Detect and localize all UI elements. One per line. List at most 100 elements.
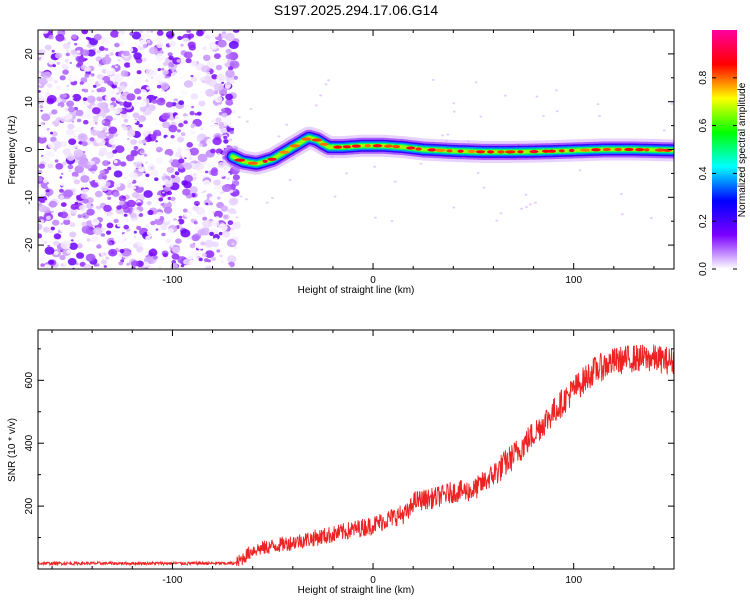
noise-speck (86, 238, 91, 242)
noise-speck (216, 263, 222, 268)
noise-speck (146, 39, 151, 44)
noise-speck (191, 60, 198, 66)
noise-speck (524, 193, 528, 196)
ridge-peak (579, 148, 591, 152)
noise-speck (60, 241, 71, 250)
ridge-peak (614, 147, 623, 152)
noise-speck (80, 193, 88, 200)
noise-speck (190, 74, 194, 78)
noise-speck (98, 46, 105, 52)
noise-speck (139, 101, 147, 108)
noise-speck (81, 49, 90, 56)
noise-speck (168, 41, 176, 47)
noise-speck (146, 86, 151, 90)
noise-speck (77, 56, 86, 63)
noise-speck (191, 215, 197, 220)
noise-speck (231, 242, 235, 246)
noise-speck (239, 195, 243, 198)
noise-speck (662, 129, 666, 132)
ridge-peak (547, 149, 556, 153)
x-tick-label: 100 (565, 275, 582, 286)
noise-speck (133, 161, 142, 169)
noise-speck (108, 126, 118, 134)
ridge-peak (475, 150, 486, 154)
noise-speck (84, 110, 95, 119)
noise-speck (95, 263, 100, 267)
noise-speck (48, 123, 55, 129)
noise-speck (55, 97, 62, 103)
noise-speck (110, 39, 113, 42)
noise-speck (96, 50, 101, 54)
noise-speck (108, 248, 118, 257)
noise-speck (96, 73, 104, 80)
noise-speck (155, 36, 163, 42)
noise-speck (227, 255, 236, 262)
noise-speck (38, 204, 47, 213)
noise-speck (183, 181, 192, 189)
noise-speck (220, 128, 227, 134)
noise-speck (190, 93, 199, 100)
noise-speck (118, 40, 125, 46)
noise-speck (212, 241, 219, 248)
noise-speck (205, 250, 215, 258)
noise-speck (204, 239, 214, 248)
noise-speck (163, 206, 173, 214)
noise-speck (67, 106, 75, 113)
noise-speck (271, 196, 274, 199)
noise-speck (94, 190, 103, 198)
noise-speck (93, 227, 103, 236)
x-tick-label: 100 (565, 575, 582, 586)
noise-speck (220, 205, 229, 212)
ridge-peak (319, 142, 329, 146)
noise-speck (78, 159, 88, 168)
y-tick-label: 600 (24, 372, 35, 389)
x-tick-label: 0 (370, 575, 376, 586)
noise-speck (176, 67, 181, 71)
noise-speck (59, 195, 65, 200)
noise-speck (65, 129, 74, 136)
noise-speck (288, 178, 292, 181)
noise-speck (206, 71, 211, 76)
noise-speck (525, 206, 528, 208)
noise-speck (164, 217, 171, 223)
noise-speck (233, 75, 238, 80)
noise-speck (228, 120, 238, 129)
noise-speck (48, 59, 55, 65)
noise-speck (147, 209, 154, 216)
noise-speck (210, 123, 220, 131)
noise-speck (188, 255, 193, 260)
noise-speck (69, 222, 76, 228)
noise-speck (38, 163, 45, 169)
noise-speck (193, 126, 199, 131)
noise-speck (38, 233, 43, 239)
noise-speck (76, 118, 82, 123)
noise-speck (191, 105, 195, 109)
noise-speck (277, 135, 281, 138)
noise-speck (74, 88, 82, 95)
noise-speck (69, 242, 78, 250)
noise-speck (83, 88, 89, 93)
noise-speck (145, 224, 150, 228)
noise-speck (53, 233, 62, 240)
noise-speck (598, 114, 601, 117)
noise-speck (136, 202, 142, 207)
noise-speck (205, 170, 209, 174)
noise-speck (72, 176, 77, 181)
noise-speck (182, 115, 191, 123)
noise-speck (106, 133, 110, 136)
noise-speck (217, 168, 227, 177)
noise-speck (198, 100, 206, 107)
noise-speck (189, 147, 199, 156)
noise-speck (165, 101, 174, 108)
noise-speck (161, 112, 171, 120)
noise-speck (178, 215, 183, 219)
spectral-ridge-layer (221, 126, 674, 175)
noise-speck (119, 101, 124, 106)
noise-speck (196, 111, 202, 116)
noise-speck (118, 261, 124, 266)
noise-speck (42, 170, 47, 175)
noise-speck (181, 150, 187, 156)
spectrogram-x-label: Height of straight line (km) (298, 285, 415, 296)
noise-speck (211, 30, 220, 38)
noise-speck (163, 198, 169, 204)
